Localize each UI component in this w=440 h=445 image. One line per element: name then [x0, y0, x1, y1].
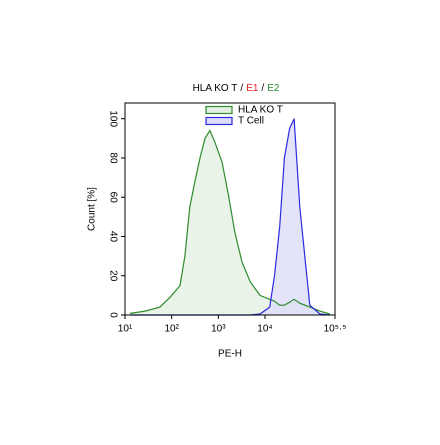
- title-part: E2: [267, 83, 280, 94]
- x-tick-label: 10²: [164, 324, 179, 335]
- y-tick-label: 20: [107, 270, 118, 282]
- series-area: [130, 118, 330, 315]
- x-tick-label: 10¹: [118, 324, 133, 335]
- title-part: /: [261, 83, 264, 94]
- chart-title: HLA KO T / E1/E2: [193, 83, 280, 94]
- x-tick-label: 10³: [211, 324, 226, 335]
- x-tick-label: 10⁵·⁵: [324, 324, 347, 335]
- x-axis-label: PE-H: [218, 349, 242, 360]
- y-tick-label: 60: [107, 192, 118, 204]
- plot-frame: [124, 102, 336, 316]
- series-area: [130, 130, 330, 315]
- legend-label: T Cell: [238, 116, 264, 127]
- legend-label: HLA KO T: [238, 105, 283, 116]
- title-part: /: [240, 83, 243, 94]
- y-tick-label: 0: [107, 312, 118, 318]
- x-tick-label: 10⁴: [257, 324, 272, 335]
- legend-swatch: [205, 116, 233, 126]
- y-axis-label: Count [%]: [87, 187, 98, 231]
- y-tick-label: 100: [107, 110, 118, 127]
- title-part: HLA KO T: [193, 83, 238, 94]
- title-part: E1: [246, 83, 259, 94]
- series-line: [129, 129, 330, 315]
- y-tick-label: 80: [107, 152, 118, 164]
- y-tick-label: 40: [107, 231, 118, 243]
- legend-swatch: [205, 105, 233, 115]
